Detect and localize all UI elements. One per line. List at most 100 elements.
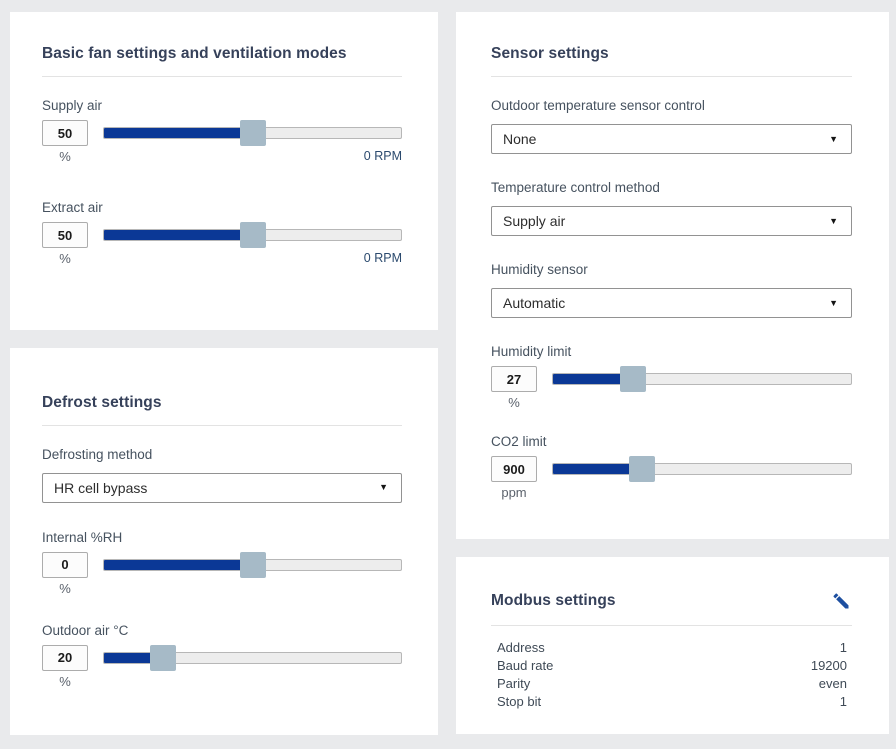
row-value: 19200	[810, 658, 847, 673]
extract-air-input[interactable]	[42, 222, 88, 248]
pencil-icon	[831, 591, 851, 611]
supply-air-row	[42, 120, 402, 146]
unit-label: %	[59, 673, 71, 689]
unit-label: %	[59, 149, 71, 164]
row-label: Baud rate	[497, 658, 554, 673]
co2-limit-label: CO2 limit	[491, 434, 547, 449]
co2-limit-input[interactable]	[491, 456, 537, 482]
slider-handle[interactable]	[620, 366, 646, 392]
temp-control-method-field: Temperature control method Supply air ▼	[491, 180, 852, 236]
select-value: HR cell bypass	[54, 479, 148, 496]
supply-air-input[interactable]	[42, 120, 88, 146]
humidity-limit-slider[interactable]	[552, 366, 852, 392]
co2-limit-row	[491, 456, 852, 482]
slider-track[interactable]	[552, 463, 852, 475]
card-title-sensor: Sensor settings	[491, 45, 609, 62]
chevron-down-icon: ▼	[829, 297, 838, 308]
rpm-readout: 0 RPM	[363, 149, 402, 163]
defrosting-method-label: Defrosting method	[42, 446, 153, 462]
internal-rh-input[interactable]	[42, 551, 88, 578]
left-column: Basic fan settings and ventilation modes…	[10, 12, 438, 735]
defrosting-method-select[interactable]: HR cell bypass ▼	[42, 472, 402, 503]
humidity-limit-meta: %	[491, 395, 852, 410]
humidity-sensor-field: Humidity sensor Automatic ▼	[491, 262, 852, 318]
outdoor-air-meta: %	[42, 674, 402, 689]
outdoor-air-slider[interactable]	[103, 644, 402, 671]
table-row: Address 1	[497, 639, 847, 657]
co2-limit-slider[interactable]	[552, 456, 852, 482]
row-label: Address	[497, 640, 545, 655]
slider-fill	[104, 128, 253, 138]
internal-rh-label: Internal %RH	[42, 529, 123, 545]
slider-fill	[553, 464, 643, 474]
slider-track[interactable]	[552, 373, 852, 385]
slider-handle[interactable]	[149, 644, 176, 671]
row-value: 1	[839, 694, 847, 709]
supply-air-slider[interactable]	[103, 120, 402, 146]
extract-air-field: Extract air % 0 RPM	[42, 200, 402, 266]
supply-air-meta: % 0 RPM	[42, 149, 402, 164]
row-value: 1	[839, 640, 847, 655]
select-value: None	[503, 131, 537, 147]
table-row: Baud rate 19200	[497, 657, 847, 675]
extract-air-meta: % 0 RPM	[42, 251, 402, 266]
supply-air-field: Supply air % 0 RPM	[42, 98, 402, 164]
humidity-limit-label: Humidity limit	[491, 344, 572, 359]
slider-fill	[104, 559, 253, 570]
divider	[491, 76, 852, 77]
card-defrost-settings: Defrost settings Defrosting method HR ce…	[10, 347, 438, 735]
slider-fill	[104, 652, 164, 663]
outdoor-air-label: Outdoor air °C	[42, 622, 129, 638]
unit-label: %	[59, 251, 71, 266]
supply-air-label: Supply air	[42, 98, 103, 113]
internal-rh-meta: %	[42, 581, 402, 596]
internal-rh-slider[interactable]	[103, 551, 402, 578]
defrosting-method-field: Defrosting method HR cell bypass ▼	[42, 447, 402, 503]
internal-rh-field: Internal %RH %	[42, 530, 402, 596]
modbus-header: Modbus settings	[491, 590, 852, 612]
table-row: Parity even	[497, 675, 847, 693]
humidity-limit-field: Humidity limit %	[491, 344, 852, 410]
edit-modbus-button[interactable]	[830, 590, 852, 612]
row-label: Parity	[497, 676, 531, 691]
rpm-readout: 0 RPM	[363, 251, 402, 265]
slider-handle[interactable]	[239, 120, 266, 146]
right-column: Sensor settings Outdoor temperature sens…	[456, 12, 889, 735]
outdoor-air-field: Outdoor air °C %	[42, 623, 402, 689]
card-sensor-settings: Sensor settings Outdoor temperature sens…	[456, 12, 889, 539]
extract-air-label: Extract air	[42, 200, 103, 215]
outdoor-air-input[interactable]	[42, 644, 88, 671]
temp-control-method-label: Temperature control method	[491, 180, 660, 195]
co2-limit-field: CO2 limit ppm	[491, 434, 852, 500]
card-title-defrost: Defrost settings	[42, 393, 162, 411]
unit-label: ppm	[501, 485, 527, 500]
card-modbus-settings: Modbus settings Address 1 Baud rate	[456, 557, 889, 734]
card-title-basic-fan: Basic fan settings and ventilation modes	[42, 45, 347, 62]
outdoor-air-row	[42, 644, 402, 671]
humidity-limit-row	[491, 366, 852, 392]
slider-handle[interactable]	[239, 222, 266, 248]
humidity-sensor-select[interactable]: Automatic ▼	[491, 288, 852, 318]
divider	[42, 76, 402, 77]
extract-air-row	[42, 222, 402, 248]
slider-track[interactable]	[103, 651, 402, 664]
outdoor-temp-sensor-field: Outdoor temperature sensor control None …	[491, 98, 852, 154]
humidity-limit-input[interactable]	[491, 366, 537, 392]
co2-limit-meta: ppm	[491, 485, 852, 500]
divider	[42, 424, 402, 426]
temp-control-method-select[interactable]: Supply air ▼	[491, 206, 852, 236]
chevron-down-icon: ▼	[379, 482, 388, 493]
slider-handle[interactable]	[629, 456, 655, 482]
row-label: Stop bit	[497, 694, 542, 709]
chevron-down-icon: ▼	[829, 133, 838, 144]
slider-handle[interactable]	[239, 551, 266, 578]
unit-label: %	[508, 395, 520, 410]
extract-air-slider[interactable]	[103, 222, 402, 248]
row-value: even	[818, 676, 847, 691]
card-basic-fan-settings: Basic fan settings and ventilation modes…	[10, 12, 438, 330]
outdoor-temp-sensor-select[interactable]: None ▼	[491, 124, 852, 154]
slider-fill	[104, 230, 253, 240]
table-row: Stop bit 1	[497, 693, 847, 711]
modbus-table: Address 1 Baud rate 19200 Parity even St…	[491, 639, 852, 711]
